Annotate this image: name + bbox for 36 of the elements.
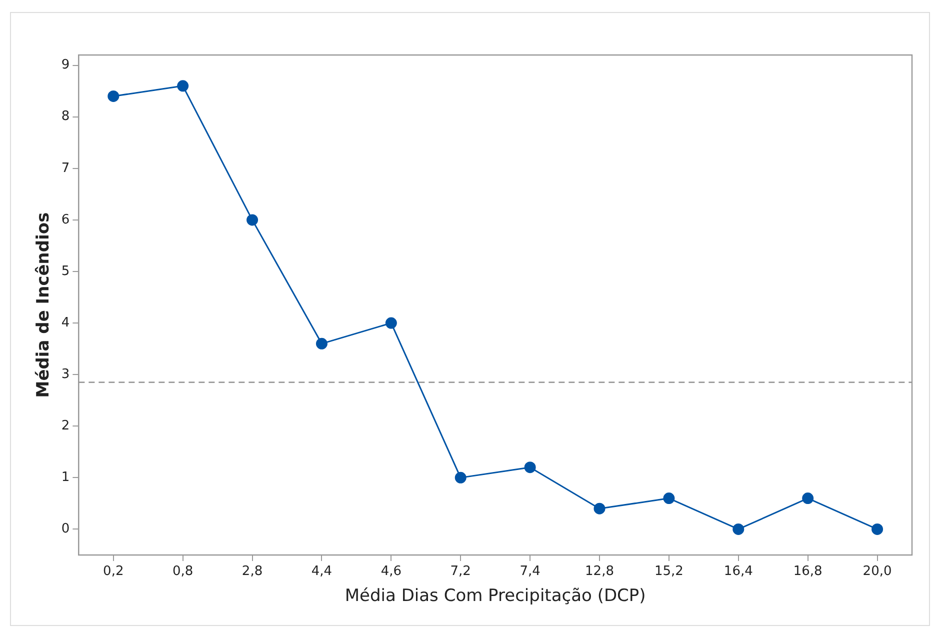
x-tick-label: 4,4 xyxy=(311,564,332,580)
y-tick-label: 9 xyxy=(61,58,70,73)
y-tick-label: 3 xyxy=(61,366,70,382)
y-tick-label: 4 xyxy=(61,315,70,330)
point xyxy=(524,462,536,474)
x-tick-label: 7,4 xyxy=(520,564,540,580)
point xyxy=(454,472,466,484)
x-tick-label: 4,6 xyxy=(380,564,402,580)
point xyxy=(246,214,258,226)
x-axis-title: Média Dias Com Precipitação (DCP) xyxy=(344,586,646,606)
x-tick-label: 15,2 xyxy=(654,564,684,580)
point xyxy=(732,523,744,535)
point xyxy=(385,317,397,329)
y-tick-label: 5 xyxy=(61,264,70,279)
point xyxy=(594,502,606,514)
x-tick-label: 12,8 xyxy=(585,564,614,580)
point xyxy=(108,90,120,102)
x-tick-label: 0,8 xyxy=(172,564,194,580)
x-tick-label: 7,2 xyxy=(450,564,471,580)
y-axis-title: Média de Incêndios xyxy=(34,212,54,398)
x-tick-label: 2,8 xyxy=(242,564,263,580)
x-tick-label: 16,8 xyxy=(793,564,822,580)
y-tick-label: 1 xyxy=(61,470,70,486)
x-tick-label: 16,4 xyxy=(724,564,753,580)
x-tick-label: 20,0 xyxy=(862,564,892,580)
point xyxy=(872,523,884,535)
point xyxy=(316,338,328,350)
y-tick-label: 2 xyxy=(61,418,70,434)
y-tick-label: 7 xyxy=(61,160,70,176)
point xyxy=(663,492,675,504)
point xyxy=(177,80,189,92)
y-tick-label: 8 xyxy=(61,109,70,124)
y-tick-label: 0 xyxy=(61,522,70,537)
x-tick-label: 0,2 xyxy=(103,564,124,580)
y-tick-label: 6 xyxy=(61,212,70,228)
point xyxy=(802,492,814,504)
